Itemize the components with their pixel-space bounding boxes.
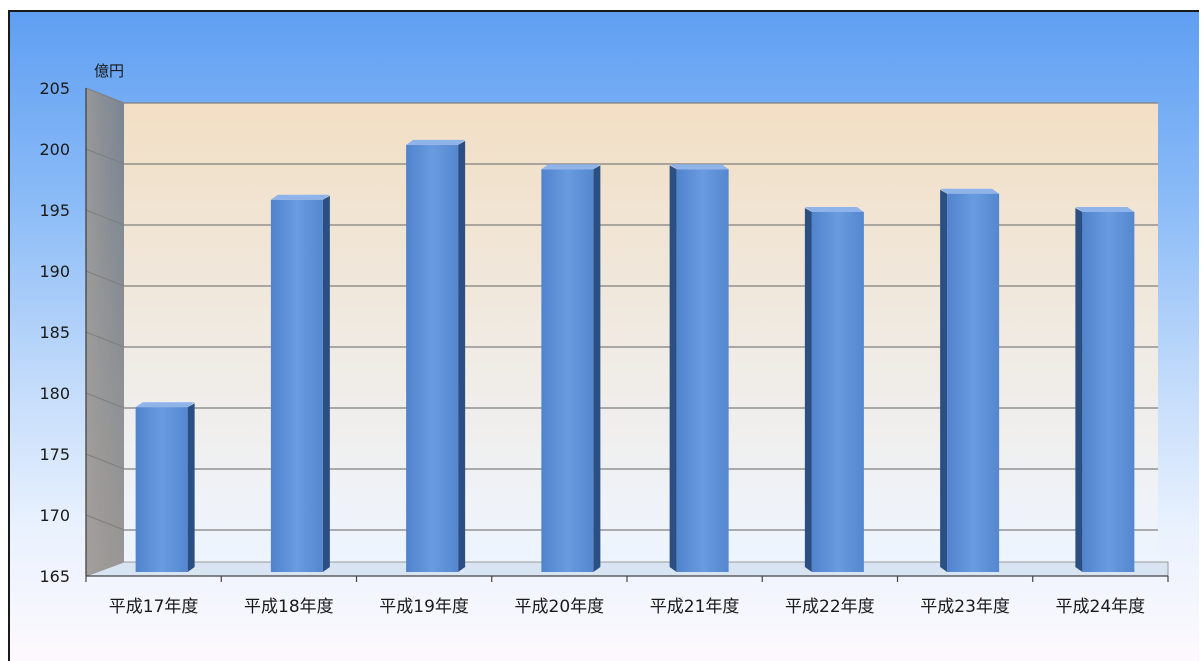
bar	[940, 188, 1000, 572]
floor	[85, 561, 1169, 577]
bar-front	[1082, 212, 1135, 572]
y-tick-label: 165	[39, 567, 70, 586]
gridline-diagonal	[85, 331, 125, 348]
y-tick-label: 175	[39, 445, 70, 464]
side-wall	[86, 88, 124, 576]
bar-front	[270, 199, 323, 573]
bar-front	[541, 169, 594, 573]
y-tick-labels: 165 170 175 180 185 190 195 200 205	[39, 79, 70, 586]
bar-front	[135, 407, 188, 572]
gridline-diagonal	[85, 453, 125, 470]
axes	[85, 88, 1169, 582]
bar-front	[676, 169, 729, 573]
bar	[270, 194, 330, 573]
y-tick-label: 195	[39, 201, 70, 220]
y-tick-label: 200	[39, 140, 70, 159]
bar-front	[811, 212, 864, 572]
bar-top	[406, 139, 466, 145]
x-tick-label: 平成23年度	[920, 597, 1010, 617]
bar-side	[322, 195, 330, 573]
bar-top	[270, 194, 330, 200]
gridline-diagonal	[85, 392, 125, 409]
bar	[135, 402, 195, 572]
bar	[406, 139, 466, 572]
bar-top	[940, 188, 1000, 194]
gridline-diagonal	[85, 270, 125, 287]
bar	[541, 164, 601, 573]
bar	[1075, 207, 1135, 572]
gridline-diagonal	[85, 87, 125, 104]
x-tick-labels: 平成17年度 平成18年度 平成19年度 平成20年度 平成21年度 平成22年度 平成23…	[109, 597, 1145, 617]
y-tick-label: 205	[39, 79, 70, 98]
bar-front	[406, 144, 459, 572]
y-tick-label: 190	[39, 262, 70, 281]
bar-side	[804, 208, 812, 572]
x-tick-label: 平成24年度	[1056, 597, 1146, 617]
bar-side	[669, 165, 677, 573]
gridline-diagonal	[85, 148, 125, 165]
y-axis-unit-label: 億円	[94, 62, 124, 80]
bar-top	[135, 402, 195, 408]
bar-side	[593, 165, 601, 573]
bar-top	[669, 164, 729, 170]
bar-side	[940, 189, 948, 572]
bars	[135, 139, 1135, 573]
x-tick-label: 平成18年度	[244, 597, 334, 617]
bar	[804, 207, 864, 572]
gridline-diagonal	[85, 209, 125, 226]
bar-front	[947, 193, 1000, 572]
bar	[669, 164, 729, 573]
bar-top	[541, 164, 601, 170]
y-tick-label: 180	[39, 384, 70, 403]
x-tick-label: 平成21年度	[650, 597, 740, 617]
bar-side	[187, 403, 195, 572]
y-tick-label: 170	[39, 506, 70, 525]
bar-top	[1075, 207, 1135, 212]
y-tick-label: 185	[39, 323, 70, 342]
x-tick-label: 平成20年度	[515, 597, 605, 617]
x-tick-label: 平成19年度	[379, 597, 469, 617]
x-tick-label: 平成17年度	[109, 597, 199, 617]
bar-side	[458, 140, 466, 572]
bar-side	[1075, 208, 1083, 572]
gridline-diagonal	[85, 514, 125, 531]
plot-walls	[85, 88, 1169, 577]
x-tick-label: 平成22年度	[785, 597, 875, 617]
bar-top	[804, 207, 864, 212]
